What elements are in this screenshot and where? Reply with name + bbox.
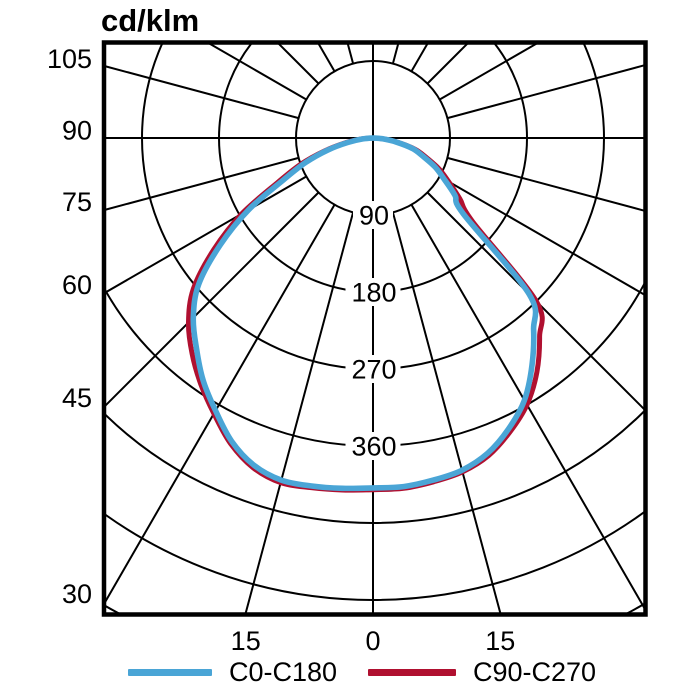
radial-tick-label-180: 180 <box>351 278 396 308</box>
left-angle-label-45: 45 <box>62 383 92 413</box>
grid-radial-300 <box>105 175 307 294</box>
radial-tick-labels: 90 180 270 360 <box>345 201 401 462</box>
grid-radial-15 <box>391 212 502 613</box>
grid-radial-330 <box>105 204 336 604</box>
grid-radial-105 <box>447 64 644 120</box>
legend-label-c0-c180: C0-C180 <box>229 657 338 685</box>
radial-tick-label-270: 270 <box>351 355 396 385</box>
grid-radial-285 <box>105 156 299 211</box>
legend-swatch-c90-c270 <box>368 669 456 676</box>
bottom-angle-label-2: 15 <box>485 626 515 656</box>
legend-item-c0-c180: C0-C180 <box>128 657 338 685</box>
radial-tick-box-90 <box>353 201 393 230</box>
radial-tick-box-270 <box>345 355 401 384</box>
left-angle-label-60: 60 <box>62 270 92 300</box>
radial-tick-box-180 <box>345 278 401 307</box>
intensity-curves <box>185 135 545 493</box>
grid-radial-60 <box>439 175 644 296</box>
grid-radial-315 <box>105 191 320 407</box>
left-angle-label-75: 75 <box>62 187 92 217</box>
legend: C0-C180 C90-C270 <box>0 657 685 685</box>
legend-item-c90-c270: C90-C270 <box>368 657 597 685</box>
chart-title: cd/klm <box>101 3 200 38</box>
bottom-angle-label-1: 0 <box>365 626 380 656</box>
grid-radial-120 <box>439 44 538 101</box>
radial-tick-box-360 <box>345 432 401 461</box>
radial-tick-label-90: 90 <box>359 201 389 231</box>
grid-radial-45 <box>426 191 644 411</box>
grid-radial-255 <box>105 65 299 120</box>
left-angle-label-30: 30 <box>62 579 92 609</box>
legend-swatch-c0-c180 <box>128 669 212 676</box>
grid-radial-30 <box>410 204 644 610</box>
curve-c0-c180 <box>190 135 539 492</box>
grid-radial-345 <box>244 212 355 613</box>
grid-radial-75 <box>447 156 644 212</box>
plot-border <box>101 40 648 617</box>
left-angle-label-105: 105 <box>47 44 92 74</box>
bottom-angle-labels: 15 0 15 <box>231 626 516 656</box>
legend-label-c90-c270: C90-C270 <box>473 657 597 685</box>
left-angle-labels: 105 90 75 60 45 30 <box>47 44 92 609</box>
left-angle-label-90: 90 <box>62 116 92 146</box>
bottom-angle-label-0: 15 <box>231 626 261 656</box>
radial-tick-label-360: 360 <box>351 432 396 462</box>
